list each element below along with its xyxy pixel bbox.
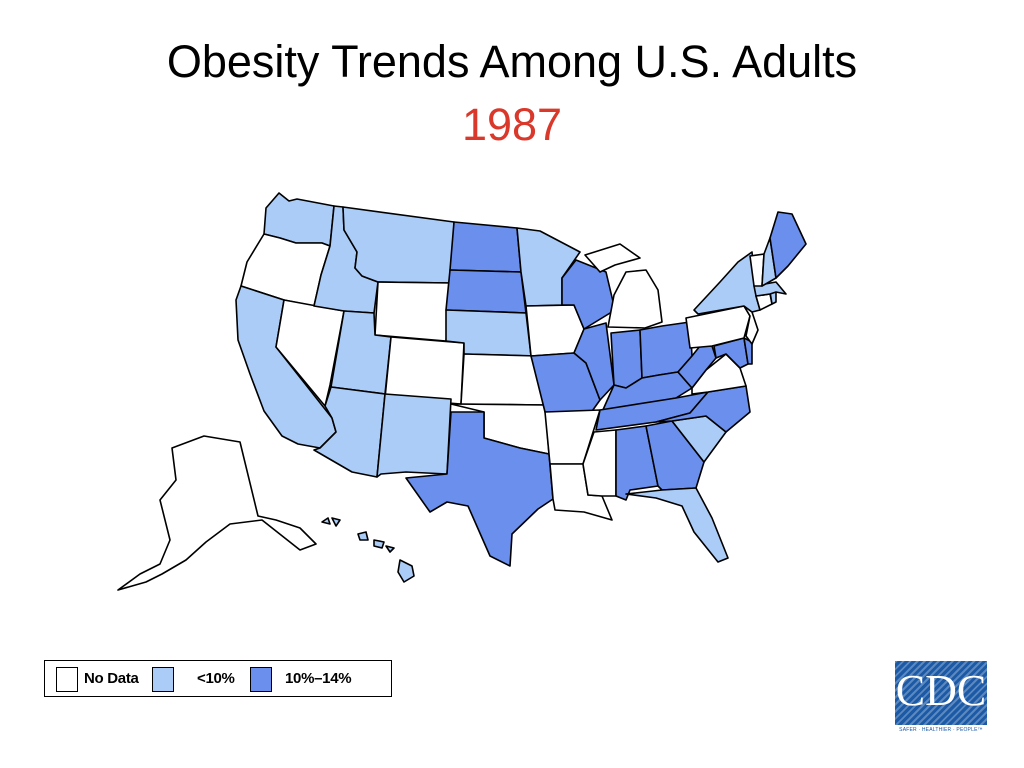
state-mi	[584, 243, 663, 329]
state-sd	[445, 269, 527, 314]
map-year: 1987	[461, 99, 563, 150]
state-nm	[376, 393, 452, 478]
map-legend: No Data <10% 10%–14%	[44, 660, 392, 697]
cdc-logo-text: CDC	[895, 666, 987, 715]
state-ak	[117, 435, 317, 591]
map-title: Obesity Trends Among U.S. Adults	[166, 36, 858, 87]
state-co	[384, 336, 465, 405]
state-wi	[561, 259, 616, 330]
state-va	[691, 353, 747, 395]
legend-label-no-data: No Data	[84, 670, 139, 687]
legend-swatch-lt10	[152, 667, 174, 692]
state-tx	[405, 411, 554, 567]
us-states-map	[117, 192, 807, 591]
state-wy	[374, 281, 453, 342]
legend-swatch-10-14	[250, 667, 272, 692]
legend-label-lt10: <10%	[197, 670, 235, 687]
state-nc	[655, 385, 751, 433]
state-hi	[321, 517, 415, 583]
state-mt	[342, 206, 455, 284]
legend-label-10-14: 10%–14%	[285, 670, 352, 687]
state-il	[573, 322, 615, 401]
state-me	[769, 211, 807, 279]
cdc-logo: CDC	[895, 661, 987, 725]
state-in	[610, 329, 643, 389]
cdc-tagline: SAFER · HEALTHIER · PEOPLE™	[899, 727, 983, 733]
legend-swatch-no-data	[56, 667, 78, 692]
state-nd	[449, 221, 522, 273]
state-fl	[625, 487, 729, 563]
state-wv	[677, 345, 717, 389]
